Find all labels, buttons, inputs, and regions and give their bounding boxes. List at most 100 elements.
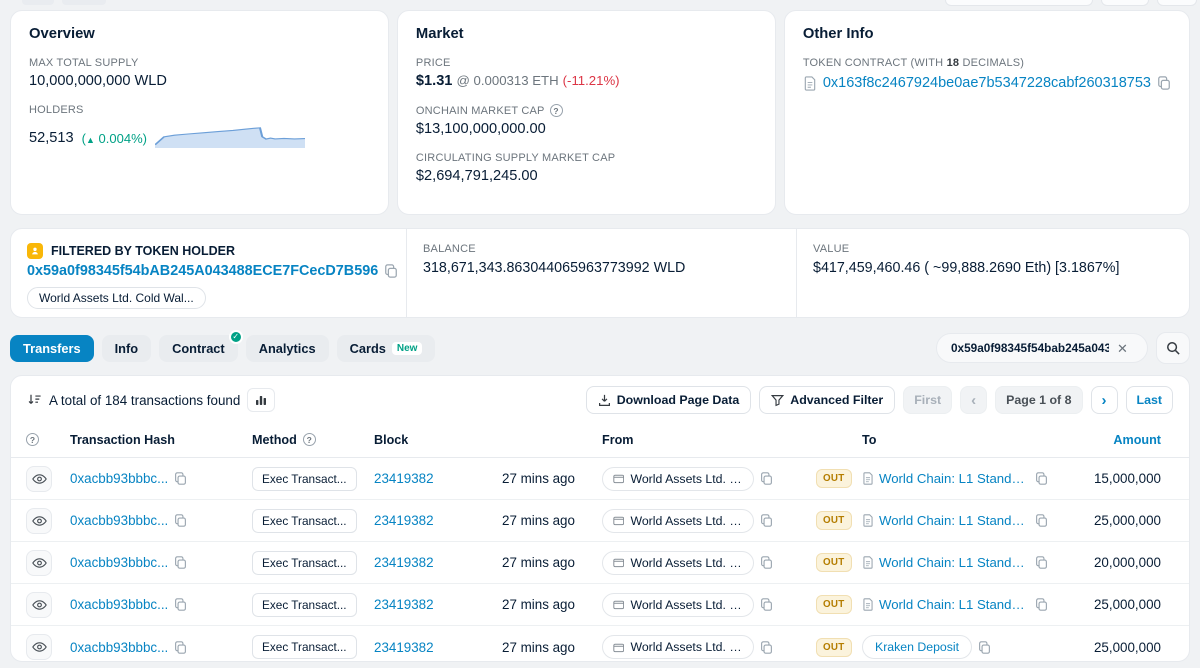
contract-file-icon <box>863 472 873 485</box>
copy-icon[interactable] <box>760 598 773 611</box>
from-address-pill[interactable]: World Assets Ltd. C... <box>602 635 754 659</box>
amount-cell: 25,000,000 <box>1093 639 1161 655</box>
tab-cards[interactable]: Cards New <box>336 334 436 362</box>
download-page-data-button[interactable]: Download Page Data <box>585 386 752 414</box>
age-cell: 27 mins ago <box>502 597 575 612</box>
to-address-link[interactable]: World Chain: L1 Standa... <box>879 513 1029 528</box>
wallet-icon <box>613 558 625 568</box>
tab-analytics[interactable]: Analytics <box>245 334 329 362</box>
block-link[interactable]: 23419382 <box>374 597 434 612</box>
table-row: 0xacbb93bbbc... Exec Transact... 2341938… <box>11 458 1189 500</box>
tab-info[interactable]: Info <box>101 334 152 362</box>
max-total-supply-label: MAX TOTAL SUPPLY <box>29 57 139 69</box>
header-to: To <box>862 432 877 447</box>
method-badge[interactable]: Exec Transact... <box>252 592 357 617</box>
chart-view-button[interactable] <box>247 388 276 412</box>
tabs-row: Transfers Info Contract ✓ Analytics Card… <box>10 329 1190 364</box>
copy-icon[interactable] <box>174 598 187 611</box>
block-link[interactable]: 23419382 <box>374 471 434 486</box>
header-method: Method ? <box>252 433 374 447</box>
from-address-pill[interactable]: World Assets Ltd. C... <box>602 466 754 491</box>
copy-icon[interactable] <box>760 472 773 485</box>
pagination-last-button[interactable]: Last <box>1125 386 1173 414</box>
market-title: Market <box>415 26 464 42</box>
copy-icon[interactable] <box>760 640 773 654</box>
transaction-hash-link[interactable]: 0xacbb93bbbc... <box>70 639 169 655</box>
copy-icon[interactable] <box>760 514 773 527</box>
from-address-pill[interactable]: World Assets Ltd. C... <box>602 592 754 617</box>
amount-cell: 15,000,000 <box>1093 471 1161 486</box>
from-address-pill[interactable]: World Assets Ltd. C... <box>602 508 754 533</box>
copy-icon[interactable] <box>1035 556 1048 569</box>
copy-icon[interactable] <box>1035 514 1048 527</box>
to-address-link[interactable]: World Chain: L1 Standa... <box>879 597 1029 612</box>
header-amount[interactable]: Amount <box>1113 432 1161 447</box>
search-input[interactable] <box>951 341 1109 355</box>
method-badge[interactable]: Exec Transact... <box>252 550 357 575</box>
eye-icon <box>31 515 47 526</box>
from-address-pill[interactable]: World Assets Ltd. C... <box>602 550 754 575</box>
to-address-link[interactable]: World Chain: L1 Standa... <box>879 555 1029 570</box>
new-badge: New <box>391 341 423 355</box>
holders-change: (▲ 0.004%) <box>81 131 147 146</box>
to-address-link[interactable]: World Chain: L1 Standa... <box>879 471 1029 486</box>
block-link[interactable]: 23419382 <box>374 639 434 655</box>
to-address-pill[interactable]: Kraken Deposit <box>862 635 973 659</box>
copy-icon[interactable] <box>1157 76 1171 90</box>
contract-verified-icon: ✓ <box>228 329 243 344</box>
method-badge[interactable]: Exec Transact... <box>252 508 357 533</box>
table-toolbar: A total of 184 transactions found Downlo… <box>11 376 1189 422</box>
age-cell: 27 mins ago <box>502 513 575 528</box>
preview-transaction-button[interactable] <box>26 591 52 618</box>
search-button[interactable] <box>1156 332 1190 364</box>
help-icon[interactable]: ? <box>26 433 39 446</box>
summary-cards-row: Overview MAX TOTAL SUPPLY 10,000,000,000… <box>10 10 1190 215</box>
header-transaction-hash: Transaction Hash <box>70 432 175 447</box>
copy-icon[interactable] <box>174 514 187 527</box>
search-icon <box>1166 341 1180 355</box>
copy-icon[interactable] <box>384 264 398 278</box>
token-holder-filter-bar: FILTERED BY TOKEN HOLDER 0x59a0f98345f54… <box>10 228 1190 318</box>
transaction-hash-link[interactable]: 0xacbb93bbbc... <box>70 471 169 486</box>
amount-cell: 20,000,000 <box>1093 555 1161 570</box>
holders-value: 52,513 <box>29 130 74 146</box>
holders-label: HOLDERS <box>29 104 84 116</box>
method-badge[interactable]: Exec Transact... <box>252 635 357 659</box>
transaction-hash-link[interactable]: 0xacbb93bbbc... <box>70 597 169 612</box>
onchain-market-cap-label: ONCHAIN MARKET CAP ? <box>416 104 757 117</box>
price-value: $1.31 @ 0.000313 ETH (-11.21%) <box>415 73 620 89</box>
pagination-prev-button[interactable]: ‹ <box>960 386 988 414</box>
copy-icon[interactable] <box>978 640 991 654</box>
preview-transaction-button[interactable] <box>26 465 52 492</box>
transaction-hash-link[interactable]: 0xacbb93bbbc... <box>70 555 169 570</box>
help-icon[interactable]: ? <box>549 104 563 117</box>
help-icon[interactable]: ? <box>302 433 316 446</box>
pagination-next-button[interactable]: › <box>1090 386 1118 414</box>
holder-name-tag[interactable]: World Assets Ltd. Cold Wal... <box>27 287 206 309</box>
copy-icon[interactable] <box>174 640 187 654</box>
block-link[interactable]: 23419382 <box>374 555 434 570</box>
advanced-filter-button[interactable]: Advanced Filter <box>759 386 896 414</box>
copy-icon[interactable] <box>1035 598 1048 611</box>
pagination-first-button[interactable]: First <box>903 386 953 414</box>
filtered-by-label: FILTERED BY TOKEN HOLDER <box>27 243 390 259</box>
copy-icon[interactable] <box>174 472 187 485</box>
copy-icon[interactable] <box>760 556 773 569</box>
tab-transfers[interactable]: Transfers <box>10 334 94 362</box>
holder-address-link[interactable]: 0x59a0f98345f54bAB245A043488ECE7FCecD7B5… <box>27 263 379 279</box>
preview-transaction-button[interactable] <box>26 549 52 576</box>
clear-search-icon[interactable]: ✕ <box>1117 340 1128 356</box>
copy-icon[interactable] <box>1035 472 1048 485</box>
filter-search-field[interactable]: ✕ <box>936 333 1148 363</box>
preview-transaction-button[interactable] <box>26 507 52 534</box>
method-badge[interactable]: Exec Transact... <box>252 466 357 491</box>
block-link[interactable]: 23419382 <box>374 513 434 528</box>
header-from: From <box>602 432 634 447</box>
transaction-hash-link[interactable]: 0xacbb93bbbc... <box>70 513 169 528</box>
tab-contract[interactable]: Contract ✓ <box>159 329 243 362</box>
copy-icon[interactable] <box>174 556 187 569</box>
wallet-icon <box>613 516 625 526</box>
token-contract-address-link[interactable]: 0x163f8c2467924be0ae7b5347228cabf2603187… <box>822 75 1151 91</box>
overview-card: Overview MAX TOTAL SUPPLY 10,000,000,000… <box>10 10 389 215</box>
preview-transaction-button[interactable] <box>26 634 52 660</box>
